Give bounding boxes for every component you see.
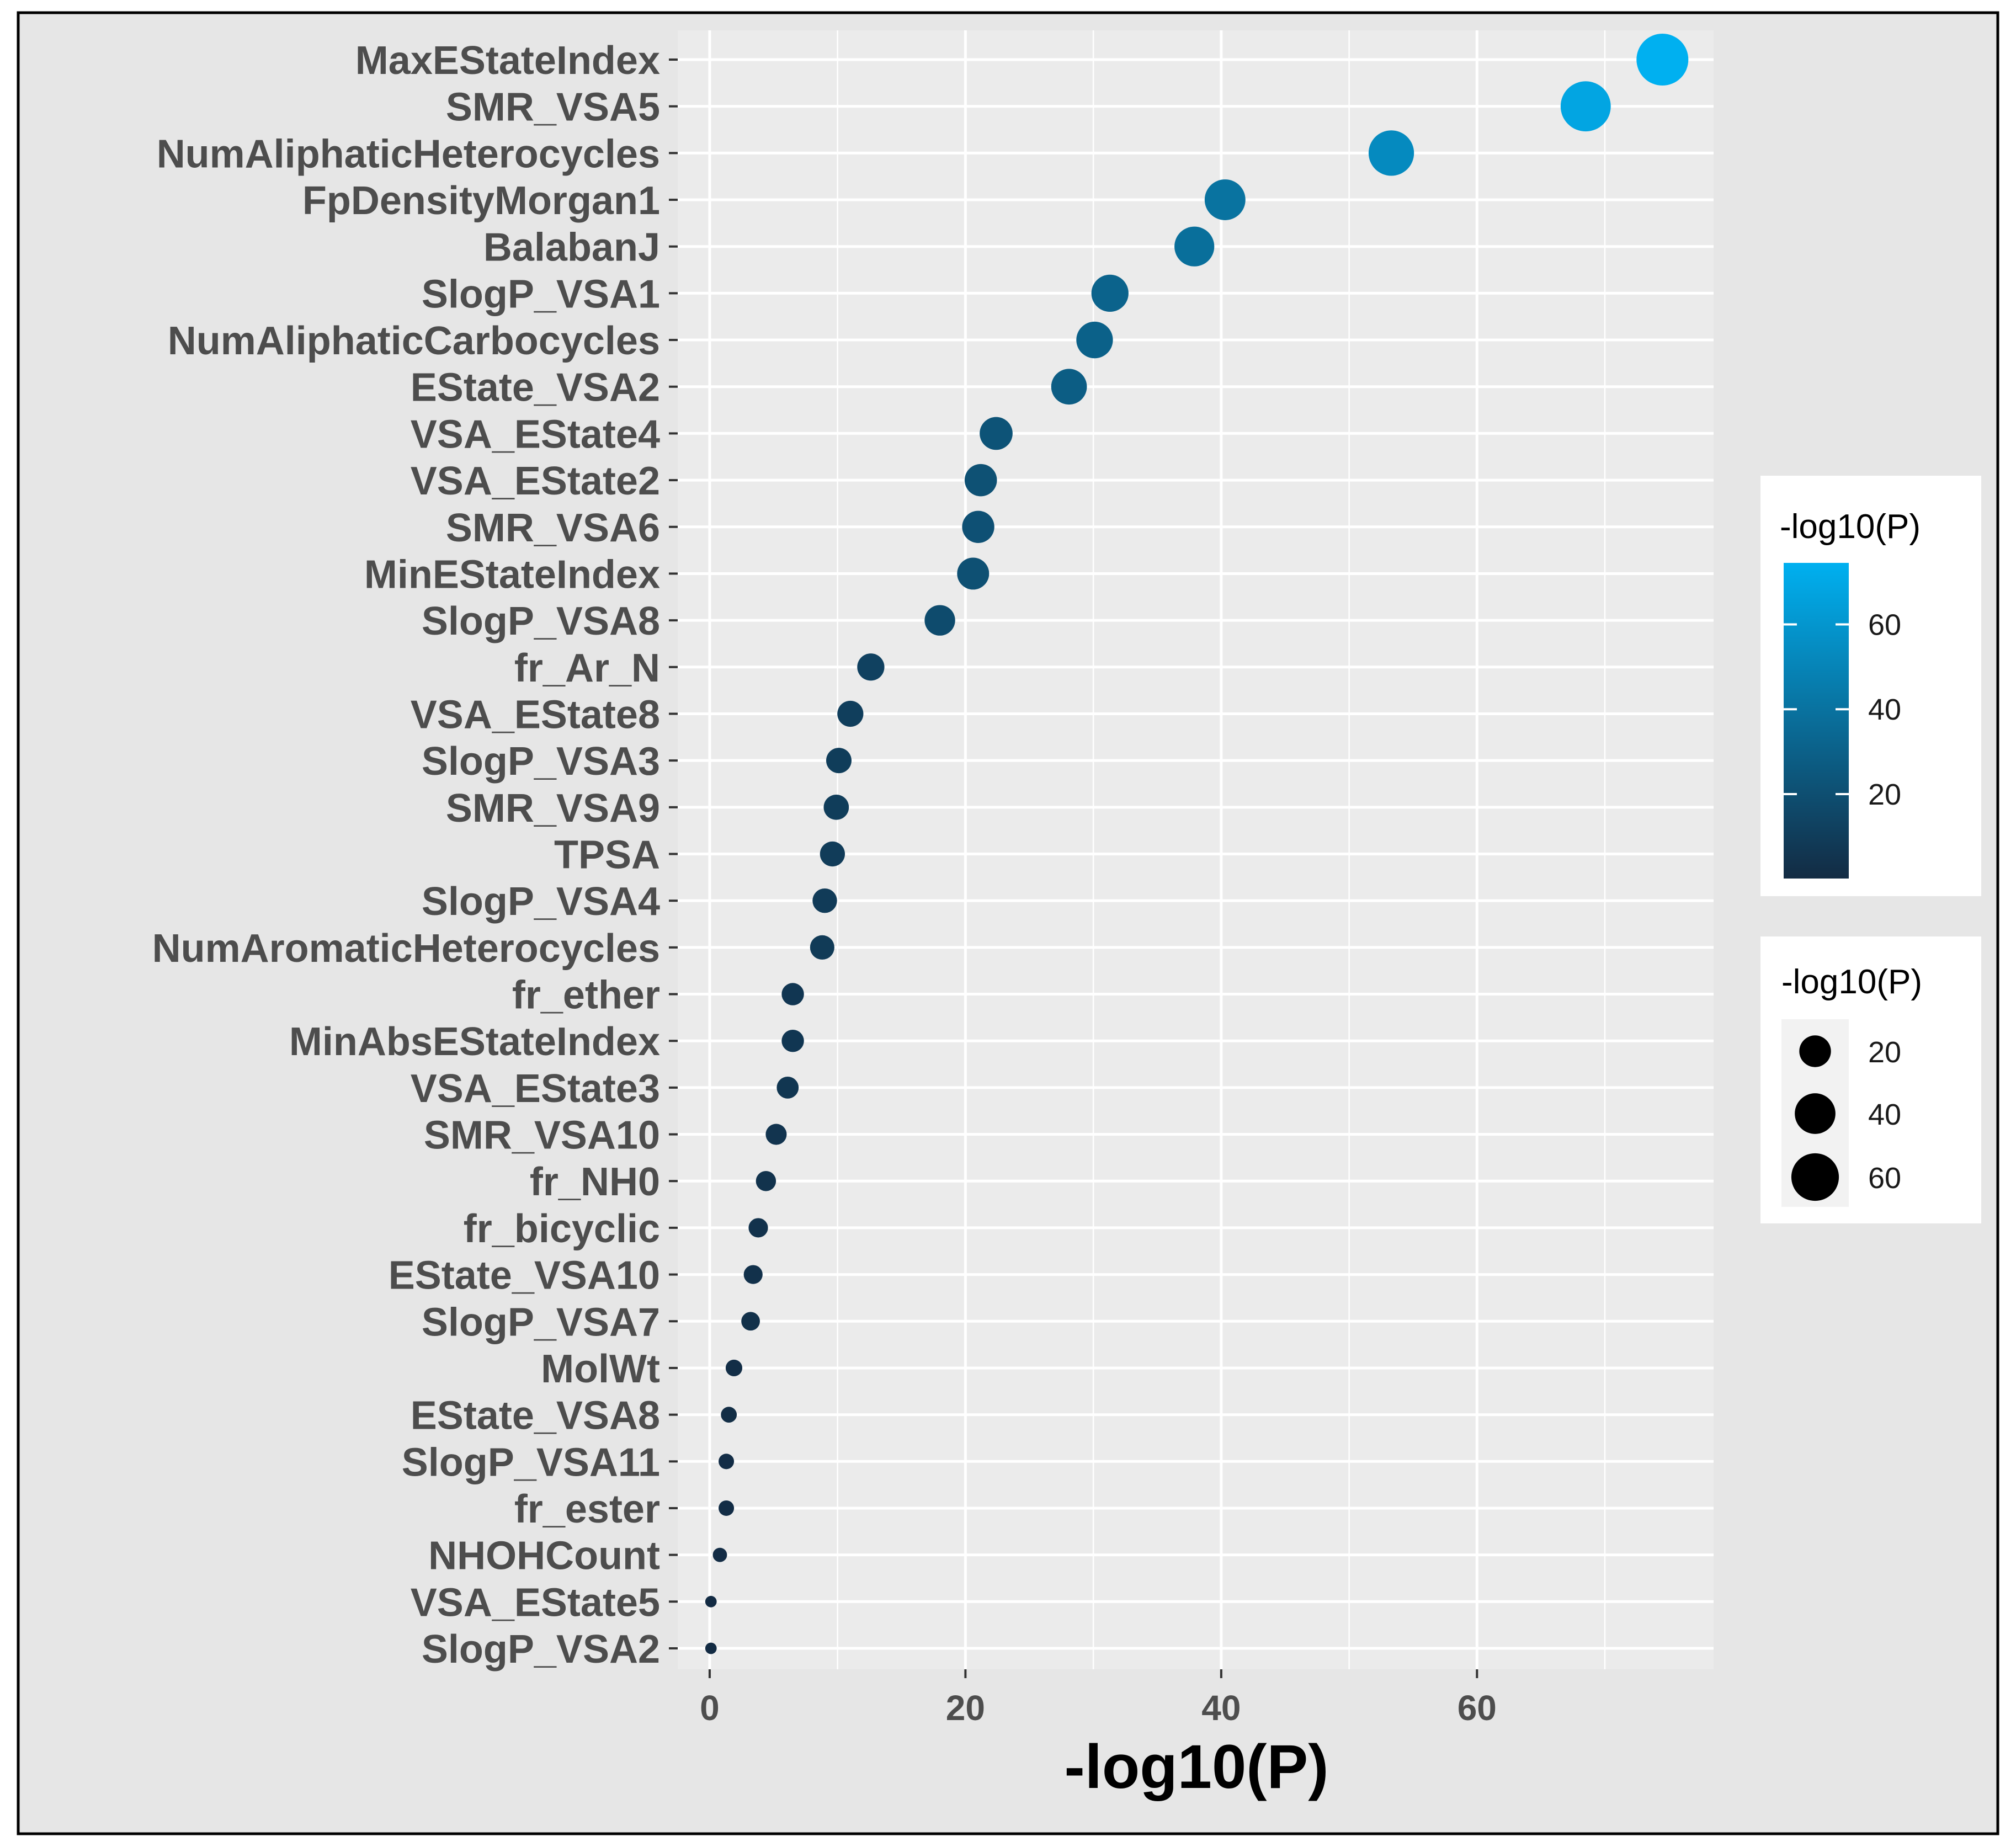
y-tick-label: BalabanJ — [483, 226, 660, 270]
data-point — [781, 983, 804, 1005]
size-legend-label: 20 — [1868, 1036, 1901, 1069]
y-tick-label: TPSA — [554, 833, 660, 877]
size-legend: -log10(P) 20 40 60 — [1760, 936, 1981, 1223]
color-legend-title: -log10(P) — [1780, 508, 1921, 546]
data-point — [719, 1454, 735, 1470]
size-legend-label: 40 — [1868, 1098, 1901, 1131]
y-tick-label: VSA_EState8 — [411, 693, 660, 737]
data-point — [741, 1312, 760, 1331]
data-point — [748, 1218, 768, 1238]
data-point — [924, 605, 955, 636]
data-point — [781, 1029, 804, 1052]
y-tick-label: fr_bicyclic — [464, 1207, 660, 1251]
y-tick-label: SlogP_VSA2 — [422, 1627, 660, 1672]
data-point — [826, 748, 852, 774]
y-tick-label: NumAliphaticCarbocycles — [168, 319, 660, 363]
size-legend-point — [1795, 1093, 1836, 1134]
y-tick-label: fr_NH0 — [530, 1160, 660, 1204]
y-tick-label: VSA_EState3 — [411, 1067, 660, 1111]
data-point — [712, 1547, 727, 1562]
data-point — [812, 888, 837, 913]
data-point — [962, 510, 994, 543]
y-tick-label: FpDensityMorgan1 — [302, 179, 660, 223]
y-tick-label: EState_VSA2 — [411, 366, 660, 410]
x-axis-title: -log10(P) — [1064, 1732, 1328, 1801]
y-tick-label: SMR_VSA9 — [446, 786, 660, 831]
data-point — [810, 935, 834, 960]
x-axis-tick-labels: 0 20 40 60 — [700, 1669, 1497, 1728]
y-tick-label: EState_VSA10 — [389, 1254, 660, 1298]
data-point — [857, 653, 885, 681]
color-legend: -log10(P) 20 40 60 — [1760, 476, 1981, 896]
data-point — [705, 1595, 717, 1608]
y-tick-label: fr_ether — [512, 973, 660, 1018]
data-point — [743, 1265, 763, 1284]
y-tick-label: SlogP_VSA11 — [402, 1440, 660, 1484]
y-tick-label: SMR_VSA5 — [446, 86, 660, 130]
color-bar-tick-label: 40 — [1868, 693, 1901, 726]
y-tick-label: MinAbsEStateIndex — [289, 1020, 660, 1064]
y-tick-label: SMR_VSA6 — [446, 506, 660, 550]
data-point — [820, 841, 845, 867]
data-point — [1204, 179, 1246, 220]
data-point — [1368, 130, 1414, 176]
size-legend-keys: 20 40 60 — [1791, 1035, 1901, 1201]
data-point — [1076, 321, 1113, 359]
size-legend-label: 60 — [1868, 1162, 1901, 1195]
data-point — [725, 1359, 743, 1377]
data-point — [765, 1124, 787, 1145]
x-tick-label: 0 — [700, 1688, 720, 1728]
size-legend-title: -log10(P) — [1781, 963, 1922, 1001]
size-legend-point — [1791, 1153, 1839, 1201]
y-tick-label: MolWt — [541, 1347, 660, 1391]
data-point — [756, 1171, 776, 1191]
y-tick-label: VSA_EState2 — [411, 459, 660, 503]
y-tick-label: NumAromaticHeterocycles — [152, 927, 660, 971]
y-tick-label: VSA_EState4 — [411, 412, 660, 456]
plot-panel — [678, 30, 1714, 1669]
data-point — [721, 1407, 737, 1423]
data-point — [1051, 369, 1087, 405]
y-tick-label: fr_Ar_N — [514, 646, 660, 690]
y-tick-label: MaxEStateIndex — [355, 39, 660, 83]
y-tick-label: EState_VSA8 — [411, 1394, 660, 1438]
color-bar-tick-label: 20 — [1868, 778, 1901, 811]
x-tick-label: 40 — [1201, 1688, 1241, 1728]
vertical-gridlines — [708, 30, 1606, 1669]
data-point — [823, 794, 849, 820]
data-point — [719, 1500, 735, 1516]
y-tick-label: fr_ester — [514, 1487, 660, 1531]
y-tick-label: NHOHCount — [428, 1534, 660, 1578]
data-points — [705, 34, 1689, 1654]
data-point — [1636, 34, 1689, 86]
data-point — [980, 417, 1013, 450]
x-tick-label: 20 — [946, 1688, 985, 1728]
y-tick-label: SlogP_VSA4 — [422, 880, 660, 924]
y-tick-label: SlogP_VSA3 — [422, 739, 660, 784]
y-tick-label: NumAliphaticHeterocycles — [157, 132, 660, 176]
data-point — [705, 1642, 717, 1654]
size-legend-point — [1799, 1035, 1831, 1067]
data-point — [837, 700, 864, 727]
data-point — [964, 464, 997, 497]
data-point — [1091, 274, 1129, 312]
color-bar-ticks: 20 40 60 — [1784, 608, 1901, 811]
y-tick-label: SlogP_VSA7 — [422, 1300, 660, 1344]
y-tick-label: VSA_EState5 — [411, 1580, 660, 1625]
data-point — [1560, 81, 1611, 132]
y-tick-label: SMR_VSA10 — [424, 1114, 660, 1158]
y-tick-label: MinEStateIndex — [364, 552, 660, 597]
data-point — [1174, 226, 1215, 267]
color-bar — [1784, 563, 1849, 879]
x-tick-label: 60 — [1458, 1688, 1497, 1728]
data-point — [776, 1077, 799, 1099]
y-axis-labels: MaxEStateIndexSMR_VSA5NumAliphaticHetero… — [152, 39, 678, 1672]
color-bar-tick-label: 60 — [1868, 608, 1901, 641]
data-point — [957, 557, 990, 590]
y-tick-label: SlogP_VSA8 — [422, 599, 660, 643]
y-tick-label: SlogP_VSA1 — [422, 272, 660, 316]
